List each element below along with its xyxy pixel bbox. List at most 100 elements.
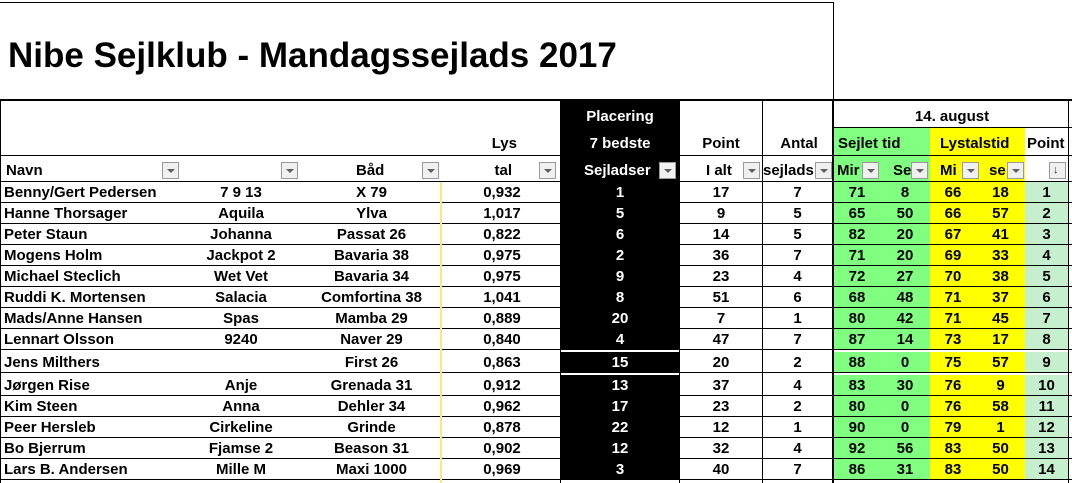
cell-background [561, 459, 679, 480]
cell-background [561, 396, 679, 417]
cell-baad: First 26 [344, 354, 399, 371]
cell-placering: 5 [615, 205, 625, 222]
antal-sejlads-header: sejlads [763, 162, 814, 179]
cell-antal: 7 [793, 247, 802, 264]
row-divider [0, 416, 1072, 417]
row-divider [0, 307, 1072, 308]
cell-sejlet-min: 71 [848, 184, 866, 201]
cell-point-ialt: 40 [712, 461, 730, 478]
cell-lystal-min: 83 [944, 440, 962, 457]
sort-dropdown-point[interactable] [1049, 162, 1066, 179]
cell-navn: Ruddi K. Mortensen [4, 289, 146, 306]
cell-point: 10 [1038, 377, 1055, 394]
cell-background [561, 203, 679, 224]
table-row: Lars B. Andersen Mille M Maxi 1000 0,969 3 40… [0, 459, 1072, 480]
cell-lystal-min: 66 [944, 184, 962, 201]
cell-sejlet-sek: 8 [900, 184, 910, 201]
table-row: Peter Staun Johanna Passat 26 0,822 6 14 5 82 20… [0, 224, 1072, 245]
cell-sejlet-sek: 31 [896, 461, 914, 478]
cell-point-ialt: 17 [712, 184, 730, 201]
cell-background [561, 245, 679, 266]
cell-point-ialt: 23 [712, 398, 730, 415]
cell-point: 9 [1042, 354, 1051, 371]
cell-point-ialt: 51 [712, 289, 730, 306]
cell-baad: Grinde [347, 419, 396, 436]
cell-placering: 22 [611, 419, 629, 436]
cell-background [834, 182, 930, 203]
filter-dropdown-baad[interactable] [422, 162, 439, 179]
cell-sejlet-sek: 0 [900, 354, 910, 371]
cell-baad: Bavaria 34 [333, 268, 410, 285]
filter-dropdown-sek-b[interactable] [1007, 162, 1024, 179]
cell-placering: 3 [615, 461, 625, 478]
cell-navn: Mogens Holm [4, 247, 103, 264]
cell-placering: 1 [615, 184, 625, 201]
filter-dropdown-point[interactable] [743, 162, 760, 179]
cell-point-ialt: 23 [712, 268, 730, 285]
row-divider [0, 223, 1072, 224]
cell-point-ialt: 12 [712, 419, 730, 436]
cell-sejlet-min: 88 [848, 354, 866, 371]
cell-background [834, 352, 930, 373]
cell-sejlet-sek: 27 [896, 268, 914, 285]
cell-lystal-min: 67 [944, 226, 962, 243]
cell-navn: Peter Staun [4, 226, 88, 243]
cell-sejlnummer: Anje [224, 377, 258, 394]
filter-dropdown-min-a[interactable] [862, 162, 879, 179]
col-divider-point-right [762, 100, 763, 483]
cell-background [834, 287, 930, 308]
cell-navn: Benny/Gert Pedersen [4, 184, 157, 201]
cell-background [930, 417, 1025, 438]
lystalstid-header: Lystalstid [940, 135, 1010, 152]
filter-dropdown-min-b[interactable] [962, 162, 979, 179]
cell-background [930, 375, 1025, 396]
table-row: Hanne Thorsager Aquila Ylva 1,017 5 9 5 65 50 66 5… [0, 203, 1072, 224]
cell-sejlnummer: Aquila [218, 205, 264, 222]
cell-sejlet-min: 90 [848, 419, 866, 436]
filter-dropdown-sejl[interactable] [281, 162, 298, 179]
lystal-header: tal [494, 162, 512, 179]
filter-dropdown-placering[interactable] [659, 162, 676, 179]
point-right-header: Point [1027, 135, 1065, 152]
cell-background [834, 224, 930, 245]
cell-lystal: 0,975 [483, 247, 521, 264]
cell-sejlet-sek: 14 [896, 331, 914, 348]
cell-sejlnummer: Spas [223, 310, 259, 327]
point-header: Point [702, 135, 740, 152]
placering-sub-header: 7 bedste [589, 135, 651, 152]
cell-point: 14 [1038, 461, 1055, 478]
cell-point: 11 [1038, 398, 1055, 415]
cell-lystal-sek: 17 [992, 331, 1009, 348]
cell-antal: 2 [793, 398, 802, 415]
cell-navn: Peer Hersleb [4, 419, 96, 436]
filter-dropdown-sek-a[interactable] [911, 162, 928, 179]
cell-baad: X 79 [356, 184, 387, 201]
cell-sejlnummer [183, 352, 299, 373]
cell-antal: 7 [793, 331, 802, 348]
table-row: Peer Hersleb Cirkeline Grinde 0,878 22 12 1 90 0… [0, 417, 1072, 438]
cell-lystal-sek: 37 [992, 289, 1009, 306]
cell-point-ialt: 7 [716, 310, 726, 327]
cell-antal: 4 [793, 377, 802, 394]
filter-dropdown-antal[interactable] [815, 162, 832, 179]
cell-background [1025, 182, 1068, 203]
row-divider [0, 458, 1072, 459]
filter-dropdown-navn[interactable] [162, 162, 179, 179]
cell-navn: Lars B. Andersen [4, 461, 128, 478]
table-row: Lennart Olsson 9240 Naver 29 0,840 4 47 7 87 14 7… [0, 329, 1072, 350]
cell-point: 13 [1038, 440, 1055, 457]
cell-sejlnummer: Fjamse 2 [208, 440, 274, 457]
cell-point-ialt: 36 [712, 247, 730, 264]
race-date-header: 14. august [914, 108, 990, 125]
cell-sejlnummer: Wet Vet [214, 268, 268, 285]
filter-dropdown-lystal[interactable] [539, 162, 556, 179]
cell-background [930, 224, 1025, 245]
cell-lystal: 0,932 [483, 184, 521, 201]
cell-point: 8 [1042, 331, 1051, 348]
cell-antal: 7 [793, 184, 802, 201]
cell-placering: 17 [611, 398, 629, 415]
col-divider-placering-right [679, 100, 680, 483]
cell-background [930, 287, 1025, 308]
col-divider-antal-right [832, 100, 834, 483]
cell-navn: Hanne Thorsager [4, 205, 128, 222]
